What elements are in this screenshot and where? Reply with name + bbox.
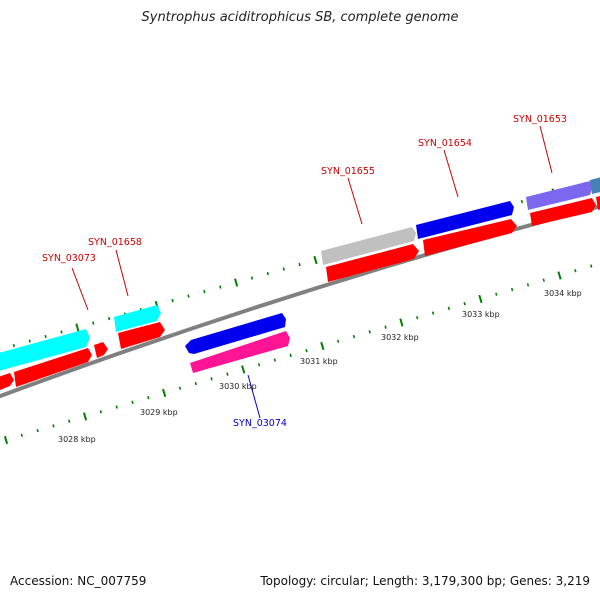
- inner-tick-mark: [178, 386, 182, 390]
- inner-tick-mark: [431, 311, 435, 315]
- gene-lilac[interactable]: [526, 181, 592, 210]
- inner-tick-mark: [384, 325, 387, 329]
- genome-backbone: [0, 204, 600, 399]
- outer-tick-mark: [12, 343, 16, 348]
- gene-blue-reverse[interactable]: [185, 313, 286, 354]
- gene-label-syn-01655[interactable]: SYN_01655: [321, 166, 375, 177]
- inner-tick-mark: [399, 318, 404, 327]
- gene-magenta-reverse[interactable]: [190, 331, 290, 373]
- inner-tick-mark: [289, 353, 292, 358]
- outer-tick-mark: [171, 298, 174, 303]
- outer-tick-mark: [28, 339, 31, 343]
- gene-label-syn-03074[interactable]: SYN_03074: [233, 418, 287, 429]
- connector-syn-01654: [443, 149, 459, 198]
- inner-tick-mark: [336, 339, 340, 343]
- genome-summary-text: Topology: circular; Length: 3,179,300 bp…: [260, 574, 590, 588]
- gene-label-syn-01653[interactable]: SYN_01653: [513, 114, 567, 125]
- map-title: Syntrophus aciditrophicus SB, complete g…: [141, 10, 459, 25]
- connector-syn-01658: [115, 249, 129, 297]
- outer-tick-mark: [187, 294, 190, 298]
- outer-tick-mark: [234, 278, 239, 287]
- tick-label-3029: 3029 kbp: [140, 408, 178, 417]
- inner-tick-mark: [352, 334, 356, 339]
- gene-steel[interactable]: [590, 176, 600, 194]
- connector-syn-01653: [539, 125, 553, 174]
- gene-cyan-1[interactable]: [0, 329, 90, 372]
- inner-tick-mark: [305, 348, 308, 353]
- inner-tick-mark: [68, 419, 71, 423]
- inner-tick-mark: [510, 287, 514, 292]
- inner-tick-mark: [99, 410, 103, 414]
- gene-grey[interactable]: [321, 227, 416, 265]
- gene-red-3[interactable]: [326, 244, 419, 282]
- outer-tick-mark: [520, 199, 524, 204]
- tick-label-3032: 3032 kbp: [381, 333, 419, 342]
- inner-tick-mark: [241, 365, 246, 374]
- gene-red-2[interactable]: [118, 322, 165, 349]
- inner-tick-mark: [210, 377, 213, 381]
- connector-syn-03074: [247, 374, 261, 419]
- inner-tick-mark: [162, 388, 167, 398]
- outer-tick-mark: [92, 321, 95, 325]
- gene-red-edge-right[interactable]: [596, 195, 600, 210]
- gene-cyan-2[interactable]: [114, 305, 161, 332]
- outer-tick-mark: [107, 316, 111, 321]
- gene-red-4[interactable]: [423, 219, 517, 256]
- tick-label-3030: 3030 kbp: [219, 382, 257, 391]
- outer-tick-mark: [60, 330, 63, 334]
- inner-tick-mark: [20, 433, 23, 437]
- minor-ticks-inner: [3, 264, 593, 445]
- inner-tick-mark: [3, 435, 9, 445]
- inner-tick-mark: [542, 278, 545, 282]
- connector-syn-01655: [347, 177, 363, 225]
- outer-tick-mark: [75, 323, 80, 332]
- inner-tick-mark: [368, 330, 371, 334]
- inner-tick-mark: [194, 381, 197, 386]
- inner-tick-mark: [147, 395, 150, 400]
- inner-tick-mark: [52, 424, 55, 428]
- inner-tick-mark: [463, 301, 466, 306]
- gene-red-1[interactable]: [14, 348, 92, 387]
- inner-tick-mark: [82, 412, 88, 421]
- inner-tick-mark: [131, 400, 134, 405]
- inner-tick-mark: [557, 271, 562, 280]
- inner-tick-mark: [226, 372, 229, 376]
- inner-tick-mark: [273, 358, 277, 362]
- inner-tick-mark: [416, 316, 419, 320]
- outer-tick-mark: [203, 289, 206, 294]
- outer-tick-mark: [250, 276, 254, 280]
- inner-tick-mark: [36, 428, 39, 433]
- inner-tick-mark: [526, 283, 530, 287]
- outer-tick-mark: [44, 334, 47, 339]
- gene-red-left-edge[interactable]: [0, 373, 14, 392]
- accession-text: Accession: NC_007759: [10, 574, 147, 588]
- gene-label-syn-01658[interactable]: SYN_01658: [88, 237, 142, 248]
- inner-tick-mark: [115, 405, 118, 409]
- gene-red-small[interactable]: [94, 342, 108, 358]
- gene-blue-1[interactable]: [416, 201, 514, 239]
- inner-tick-mark: [574, 269, 577, 273]
- outer-tick-mark: [298, 262, 301, 267]
- inner-tick-mark: [590, 264, 593, 268]
- inner-tick-mark: [447, 306, 451, 311]
- outer-tick-mark: [282, 267, 285, 271]
- inner-tick-mark: [320, 341, 325, 351]
- inner-tick-mark: [478, 294, 483, 304]
- outer-tick-mark: [219, 285, 222, 289]
- gene-label-syn-03073[interactable]: SYN_03073: [42, 253, 96, 264]
- inner-tick-mark: [495, 292, 498, 296]
- connector-syn-03073: [71, 267, 89, 311]
- tick-label-3034: 3034 kbp: [544, 289, 582, 298]
- tick-label-3031: 3031 kbp: [300, 357, 338, 366]
- outer-tick-mark: [313, 255, 318, 265]
- gene-label-syn-01654[interactable]: SYN_01654: [418, 138, 472, 149]
- tick-label-3028: 3028 kbp: [58, 435, 96, 444]
- tick-label-3033: 3033 kbp: [462, 310, 500, 319]
- outer-tick-mark: [266, 271, 270, 276]
- inner-tick-mark: [257, 363, 261, 367]
- gene-red-5[interactable]: [530, 198, 596, 226]
